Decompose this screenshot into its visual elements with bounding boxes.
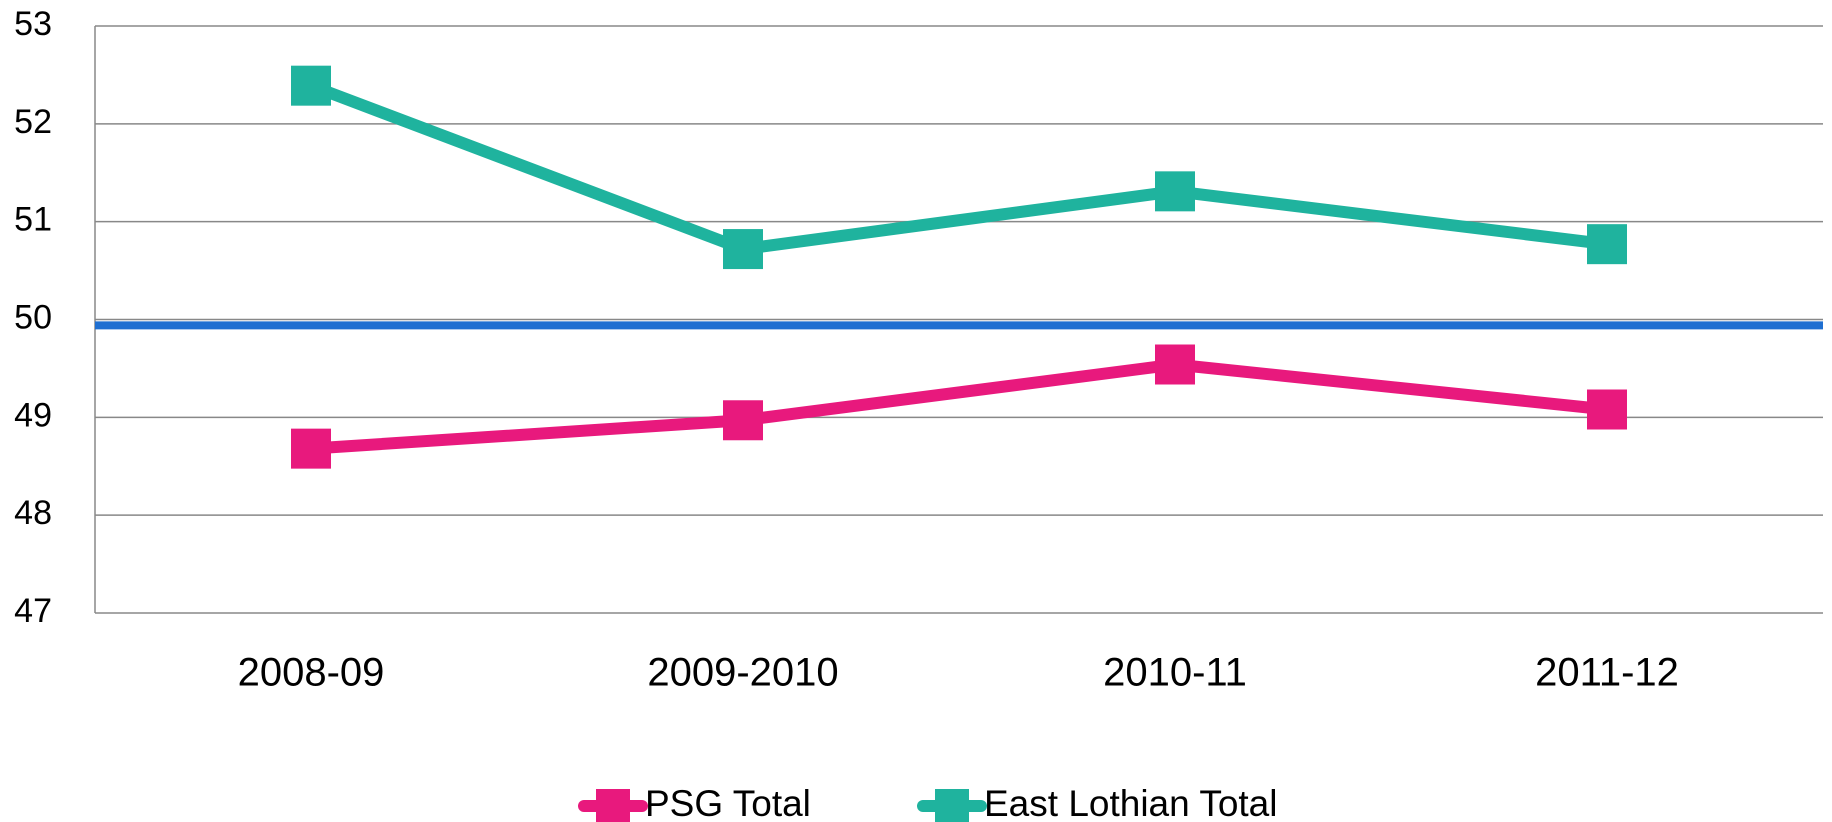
y-tick-label: 48	[14, 494, 52, 532]
y-tick-label: 49	[14, 396, 52, 434]
series-line	[310, 358, 1608, 455]
marker	[291, 428, 331, 469]
series-line	[308, 80, 1608, 256]
y-tick-label: 47	[14, 592, 52, 630]
legend-label: East Lothian Total	[984, 783, 1277, 822]
marker	[1587, 389, 1627, 430]
marker	[1155, 344, 1195, 385]
legend-label: PSG Total	[645, 783, 811, 822]
y-tick-label: 50	[14, 298, 52, 336]
marker	[1587, 224, 1627, 265]
x-tick-label: 2009-2010	[647, 651, 838, 695]
y-tick-label: 52	[14, 103, 52, 141]
marker	[1155, 171, 1195, 212]
legend-marker	[935, 789, 969, 822]
legend-marker	[596, 789, 630, 822]
marker	[723, 229, 763, 270]
x-tick-label: 2011-12	[1535, 651, 1679, 695]
x-tick-label: 2010-11	[1103, 651, 1247, 695]
y-tick-label: 51	[14, 201, 52, 239]
y-tick-label: 53	[14, 5, 52, 43]
x-tick-label: 2008-09	[238, 651, 385, 695]
marker	[723, 400, 763, 441]
marker	[291, 65, 331, 106]
